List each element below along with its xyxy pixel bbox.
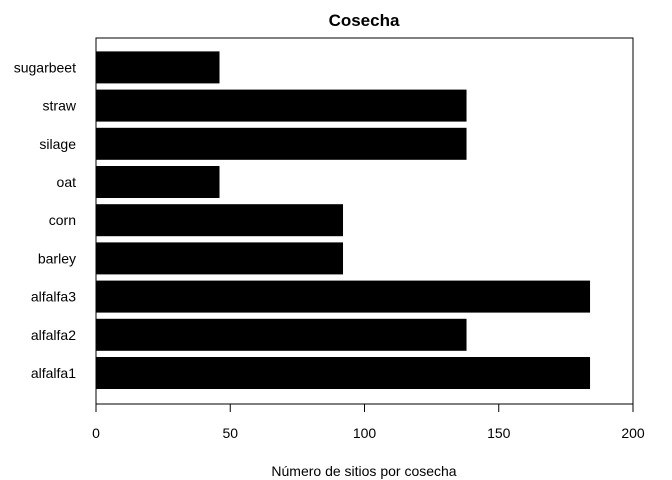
y-tick-label-oat: oat — [57, 174, 77, 190]
bar-alfalfa2 — [96, 318, 467, 351]
x-axis-label: Número de sitios por cosecha — [271, 463, 456, 479]
y-tick-label-sugarbeet: sugarbeet — [14, 59, 76, 75]
bar-alfalfa1 — [96, 357, 591, 389]
bar-corn — [96, 204, 344, 237]
x-tick-label-100: 100 — [353, 425, 377, 441]
x-tick-label-0: 0 — [92, 425, 100, 441]
y-tick-label-barley: barley — [38, 250, 76, 266]
chart-title: Cosecha — [329, 11, 400, 30]
bar-sugarbeet — [96, 51, 220, 84]
y-tick-label-silage: silage — [39, 136, 76, 152]
bar-barley — [96, 242, 344, 275]
bar-alfalfa3 — [96, 280, 591, 313]
x-tick-label-50: 50 — [222, 425, 238, 441]
x-tick-label-150: 150 — [487, 425, 511, 441]
x-axis: 0 50 100 150 200 — [92, 403, 645, 441]
y-tick-label-corn: corn — [49, 212, 76, 228]
bar-oat — [96, 166, 220, 198]
y-tick-label-alfalfa1: alfalfa1 — [31, 365, 76, 381]
bars-group — [96, 51, 591, 389]
x-tick-label-200: 200 — [621, 425, 645, 441]
y-tick-label-alfalfa3: alfalfa3 — [31, 289, 76, 305]
y-tick-labels: alfalfa1 alfalfa2 alfalfa3 barley corn oat sil… — [14, 59, 77, 381]
bar-straw — [96, 89, 467, 122]
y-tick-label-straw: straw — [43, 98, 77, 114]
bar-silage — [96, 127, 467, 160]
y-tick-label-alfalfa2: alfalfa2 — [31, 327, 76, 343]
